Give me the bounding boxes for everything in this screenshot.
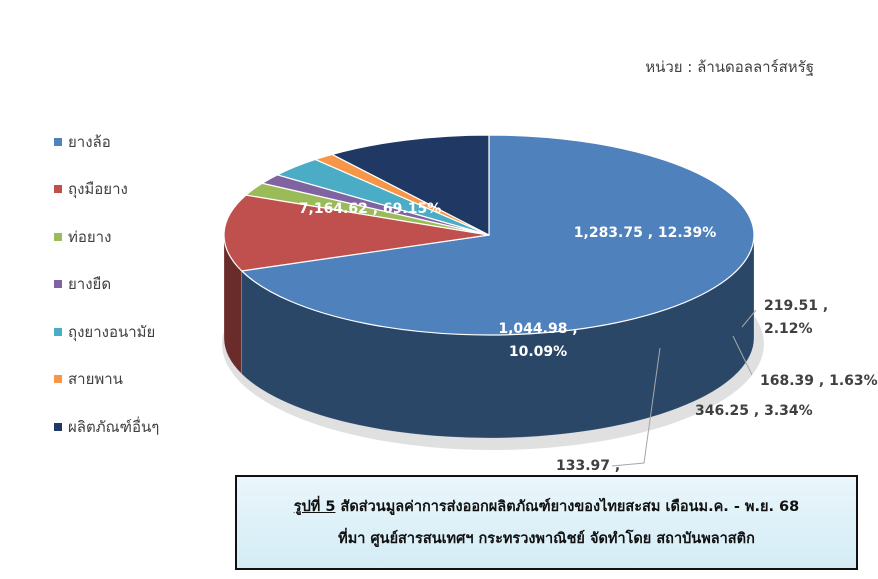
legend-label: ท่อยาง bbox=[68, 227, 112, 246]
legend-swatch bbox=[54, 280, 62, 289]
legend-swatch bbox=[54, 422, 62, 431]
slice-2-top bbox=[223, 194, 490, 272]
legend-swatch bbox=[54, 232, 62, 241]
legend-item-1: ยางล้อ bbox=[54, 118, 159, 166]
legend-item-3: ท่อยาง bbox=[54, 213, 159, 261]
legend-item-7: ผลิตภัณฑ์อื่นๆ bbox=[54, 403, 159, 451]
legend: ยางล้อถุงมือยางท่อยางยางยืดถุงยางอนามัยส… bbox=[54, 118, 159, 451]
slice-1-data-label: 7,164.62 , 69.15% bbox=[299, 201, 441, 217]
legend-item-5: ถุงยางอนามัย bbox=[54, 308, 159, 356]
slice-1-top bbox=[240, 134, 755, 336]
legend-item-4: ยางยืด bbox=[54, 261, 159, 309]
slice-4-data-label: 168.39 , 1.63% bbox=[760, 373, 878, 389]
legend-label: ยางล้อ bbox=[68, 132, 111, 151]
legend-label: สายพาน bbox=[68, 370, 123, 389]
legend-item-2: ถุงมือยาง bbox=[54, 166, 159, 214]
caption-line-1: รูปที่ 5 สัดส่วนมูลค่าการส่งออกผลิตภัณฑ์… bbox=[294, 491, 799, 523]
legend-swatch bbox=[54, 185, 62, 194]
unit-label: หน่วย : ล้านดอลลาร์สหรัฐ bbox=[645, 58, 814, 76]
caption-source: ที่มา ศูนย์สารสนเทศฯ กระทรวงพาณิชย์ จัดท… bbox=[338, 530, 755, 547]
figure-caption: รูปที่ 5 สัดส่วนมูลค่าการส่งออกผลิตภัณฑ์… bbox=[235, 475, 858, 570]
slice-5-data-label: 346.25 , 3.34% bbox=[695, 403, 813, 419]
slice-4-leader-line bbox=[732, 335, 753, 376]
legend-label: ยางยืด bbox=[68, 275, 112, 294]
slice-3-data-label: 219.51 , 2.12% bbox=[764, 298, 828, 337]
legend-item-6: สายพาน bbox=[54, 356, 159, 404]
legend-label: ผลิตภัณฑ์อื่นๆ bbox=[68, 417, 160, 436]
caption-title: สัดส่วนมูลค่าการส่งออกผลิตภัณฑ์ยางของไทย… bbox=[335, 498, 800, 515]
legend-swatch bbox=[54, 327, 62, 336]
slice-6-leader-line bbox=[611, 347, 661, 467]
slice-2-data-label: 1,283.75 , 12.39% bbox=[574, 225, 716, 241]
legend-label: ถุงมือยาง bbox=[68, 180, 128, 199]
legend-swatch bbox=[54, 137, 62, 146]
slice-7-data-label: 1,044.98 , 10.09% bbox=[498, 321, 577, 360]
slice-7-top bbox=[330, 134, 490, 236]
legend-swatch bbox=[54, 375, 62, 384]
legend-label: ถุงยางอนามัย bbox=[68, 322, 156, 341]
slice-3-leader-line bbox=[741, 309, 757, 328]
slice-6-data-label: 133.97 , bbox=[556, 458, 620, 474]
caption-figure-number: รูปที่ 5 bbox=[293, 498, 336, 515]
